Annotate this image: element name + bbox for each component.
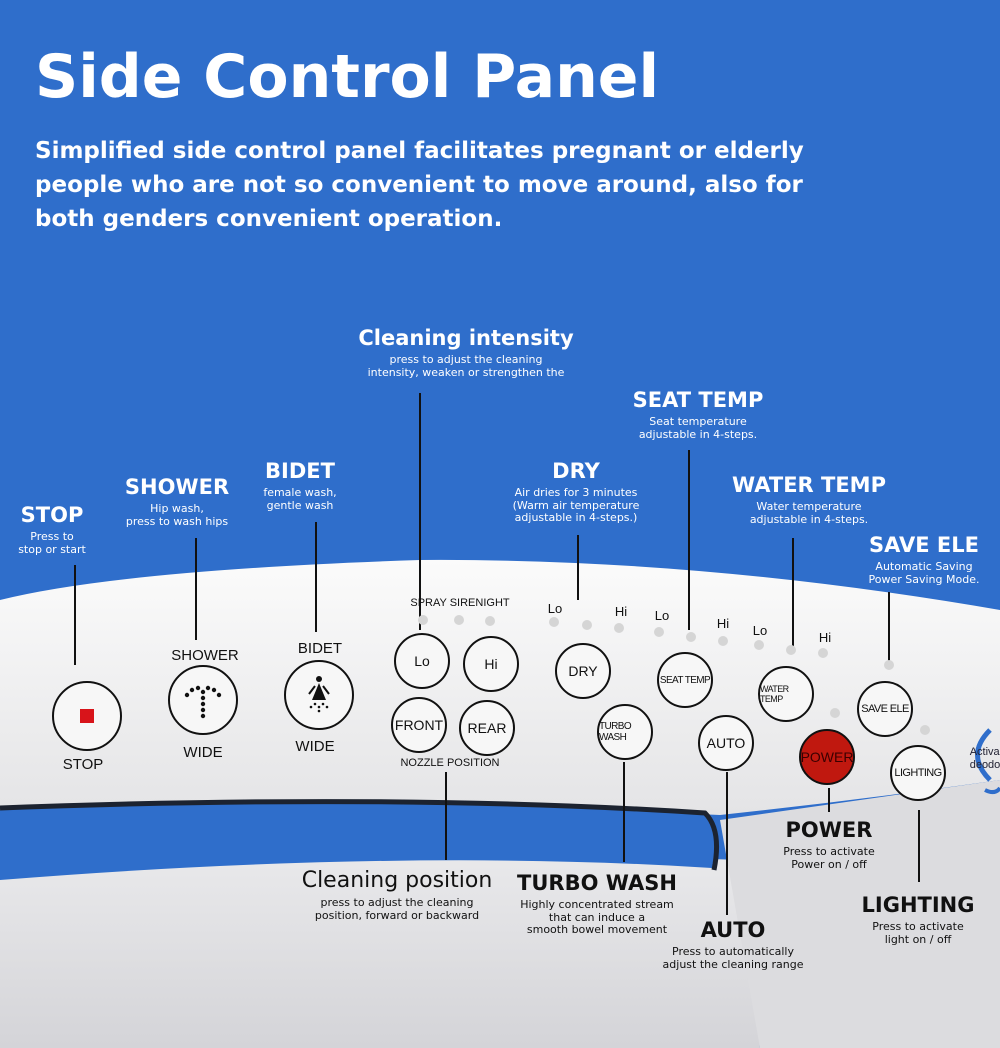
lo-intensity-button[interactable]: Lo — [394, 633, 450, 689]
bidet-wide-label: WIDE — [295, 738, 335, 755]
indicator-led — [614, 623, 624, 633]
hi-intensity-button[interactable]: Hi — [463, 636, 519, 692]
leader-line — [792, 538, 794, 650]
leader-line — [688, 450, 690, 630]
leader-line — [419, 393, 421, 630]
callout-bidet: BIDET female wash, gentle wash — [263, 459, 337, 512]
callout-save-ele: SAVE ELE Automatic Saving Power Saving M… — [868, 533, 980, 586]
indicator-led — [754, 640, 764, 650]
turbo-wash-button[interactable]: TURBO WASH — [597, 704, 653, 760]
leader-line — [74, 565, 76, 665]
callout-turbo-wash: TURBO WASH Highly concentrated stream th… — [517, 871, 677, 936]
leader-line — [445, 772, 447, 860]
indicator-led — [686, 632, 696, 642]
level-label: Hi — [716, 616, 730, 631]
leader-line — [315, 522, 317, 632]
leader-line — [623, 762, 625, 862]
indicator-led — [786, 645, 796, 655]
level-label: Lo — [547, 601, 563, 616]
save-ele-button[interactable]: SAVE ELE — [857, 681, 913, 737]
seat-lower — [0, 854, 760, 1048]
indicator-led — [718, 636, 728, 646]
lighting-button[interactable]: LIGHTING — [890, 745, 946, 801]
callout-water-temp: WATER TEMP Water temperature adjustable … — [732, 473, 886, 526]
description-line: Simplified side control panel facilitate… — [35, 138, 804, 164]
callout-shower: SHOWER Hip wash, press to wash hips — [124, 475, 230, 528]
indicator-led — [549, 617, 559, 627]
spray-sirenight-label: SPRAY SIRENIGHT — [410, 597, 510, 609]
stop-label: STOP — [62, 756, 104, 773]
rear-nozzle-button[interactable]: REAR — [459, 700, 515, 756]
callout-power: POWER Press to activate Power on / off — [783, 818, 875, 871]
indicator-led — [830, 708, 840, 718]
level-label: Hi — [614, 604, 628, 619]
deodorize-label: Activa deodo — [969, 746, 1000, 771]
shower-button[interactable] — [168, 665, 238, 735]
leader-line — [577, 535, 579, 600]
shower-spray-icon — [184, 685, 222, 719]
level-label: Lo — [654, 608, 670, 623]
seat-temp-button[interactable]: SEAT TEMP — [657, 652, 713, 708]
blue-gap — [0, 803, 715, 880]
indicator-led — [454, 615, 464, 625]
stop-square-icon — [80, 709, 94, 723]
leader-line — [888, 592, 890, 664]
callout-cleaning-position: Cleaning position press to adjust the cl… — [301, 868, 493, 922]
indicator-led — [582, 620, 592, 630]
indicator-led — [485, 616, 495, 626]
shower-wide-label: WIDE — [183, 744, 223, 761]
indicator-led — [418, 615, 428, 625]
shower-label: SHOWER — [171, 647, 239, 664]
level-label: Lo — [752, 623, 768, 638]
leader-line — [918, 810, 920, 882]
power-button[interactable]: POWER — [799, 729, 855, 785]
leader-line — [828, 788, 830, 812]
level-label: Hi — [818, 630, 832, 645]
description-line: people who are not so convenient to move… — [35, 172, 803, 198]
leader-line — [195, 538, 197, 640]
callout-seat-temp: SEAT TEMP Seat temperature adjustable in… — [632, 388, 764, 441]
water-temp-button[interactable]: WATER TEMP — [758, 666, 814, 722]
callout-lighting: LIGHTING Press to activate light on / of… — [861, 893, 975, 946]
description-line: both genders convenient operation. — [35, 206, 503, 232]
indicator-led — [818, 648, 828, 658]
indicator-led — [920, 725, 930, 735]
seat-rim-right — [720, 780, 1000, 1048]
callout-cleaning-intensity: Cleaning intensity press to adjust the c… — [358, 326, 574, 379]
auto-button[interactable]: AUTO — [698, 715, 754, 771]
stop-button[interactable] — [52, 681, 122, 751]
page-description: Simplified side control panel facilitate… — [35, 134, 804, 236]
female-bidet-icon — [308, 676, 330, 713]
callout-stop: STOP Press to stop or start — [18, 503, 86, 556]
leader-line — [726, 772, 728, 915]
indicator-led — [654, 627, 664, 637]
bidet-button[interactable] — [284, 660, 354, 730]
front-nozzle-button[interactable]: FRONT — [391, 697, 447, 753]
callout-dry: DRY Air dries for 3 minutes (Warm air te… — [512, 459, 640, 524]
dry-button[interactable]: DRY — [555, 643, 611, 699]
nozzle-position-label: NOZZLE POSITION — [400, 757, 500, 769]
page-title: Side Control Panel — [35, 42, 660, 112]
callout-auto: AUTO Press to automatically adjust the c… — [662, 918, 804, 971]
indicator-led — [884, 660, 894, 670]
bidet-label: BIDET — [297, 640, 343, 657]
